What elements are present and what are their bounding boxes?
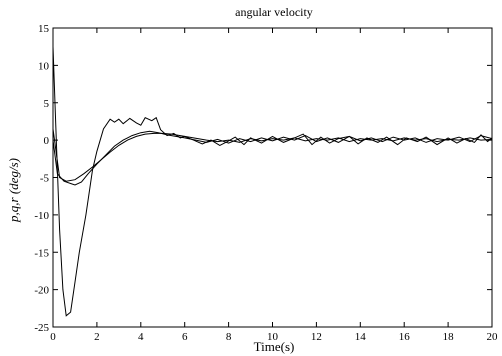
series-line-3 xyxy=(52,128,493,182)
x-tick-label: 2 xyxy=(94,331,100,343)
x-tick-label: 0 xyxy=(50,331,56,343)
plot-frame xyxy=(52,27,493,328)
x-tick-label: 12 xyxy=(311,331,322,343)
y-tick-label: 10 xyxy=(38,60,50,72)
ticks-layer: 0 2 4 6 8 10 12 14 16 18 20 -25 -20 -15 -10 -5 0 5 10 15 xyxy=(34,23,498,343)
y-tick-label: -25 xyxy=(34,322,49,334)
chart-title: angular velocity xyxy=(235,5,313,19)
x-tick-label: 20 xyxy=(487,331,499,343)
x-axis-title: Time(s) xyxy=(254,339,295,354)
series-line-2 xyxy=(52,130,493,186)
y-tick-label: 0 xyxy=(44,135,50,147)
y-tick-label: 5 xyxy=(44,98,50,110)
x-tick-label: 16 xyxy=(399,331,411,343)
x-tick-label: 4 xyxy=(138,331,144,343)
x-tick-label: 18 xyxy=(443,331,455,343)
series-layer xyxy=(52,46,493,317)
plot-area-border xyxy=(52,27,493,328)
series-line-1 xyxy=(52,46,493,317)
y-tick-label: -15 xyxy=(34,247,49,259)
y-axis-title: p,q,r (deg/s) xyxy=(6,158,21,223)
y-tick-label: -5 xyxy=(40,173,50,185)
y-tick-label: -20 xyxy=(34,285,49,297)
x-tick-label: 14 xyxy=(355,331,367,343)
y-tick-label: 15 xyxy=(38,23,50,35)
x-tick-label: 10 xyxy=(267,331,279,343)
x-tick-label: 8 xyxy=(226,331,232,343)
y-tick-label: -10 xyxy=(34,210,49,222)
x-tick-label: 6 xyxy=(182,331,188,343)
